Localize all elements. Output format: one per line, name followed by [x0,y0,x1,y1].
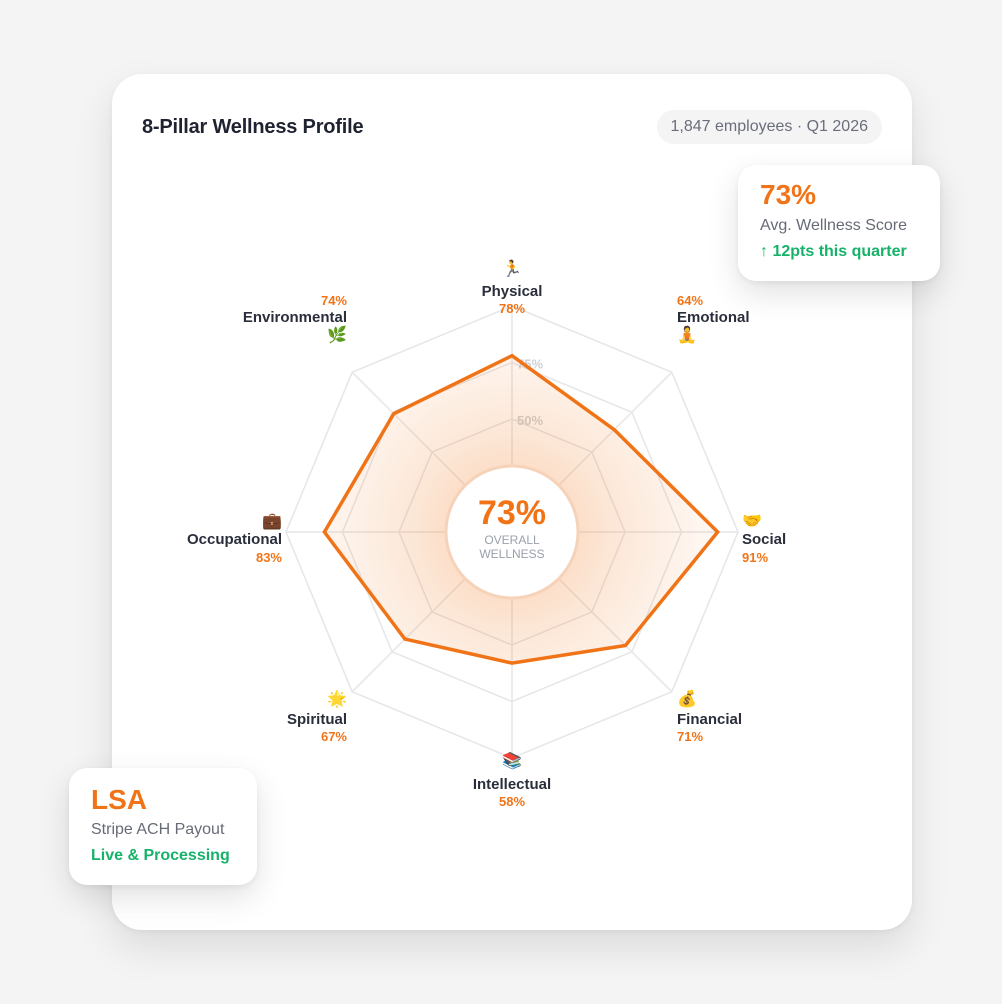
lsa-title: LSA [91,784,147,815]
avg-score-delta: ↑ 12pts this quarter [760,243,907,260]
avg-score-card: 73% Avg. Wellness Score ↑ 12pts this qua… [738,165,940,281]
meta-pill: 1,847 employees · Q1 2026 [656,110,882,144]
lsa-label: Stripe ACH Payout [91,821,225,838]
card-title: 8-Pillar Wellness Profile [142,116,364,138]
lsa-card: LSA Stripe ACH Payout Live & Processing [69,768,257,885]
avg-score-label: Avg. Wellness Score [760,217,908,234]
lsa-status: Live & Processing [91,847,230,864]
avg-score-value: 73% [760,179,817,210]
